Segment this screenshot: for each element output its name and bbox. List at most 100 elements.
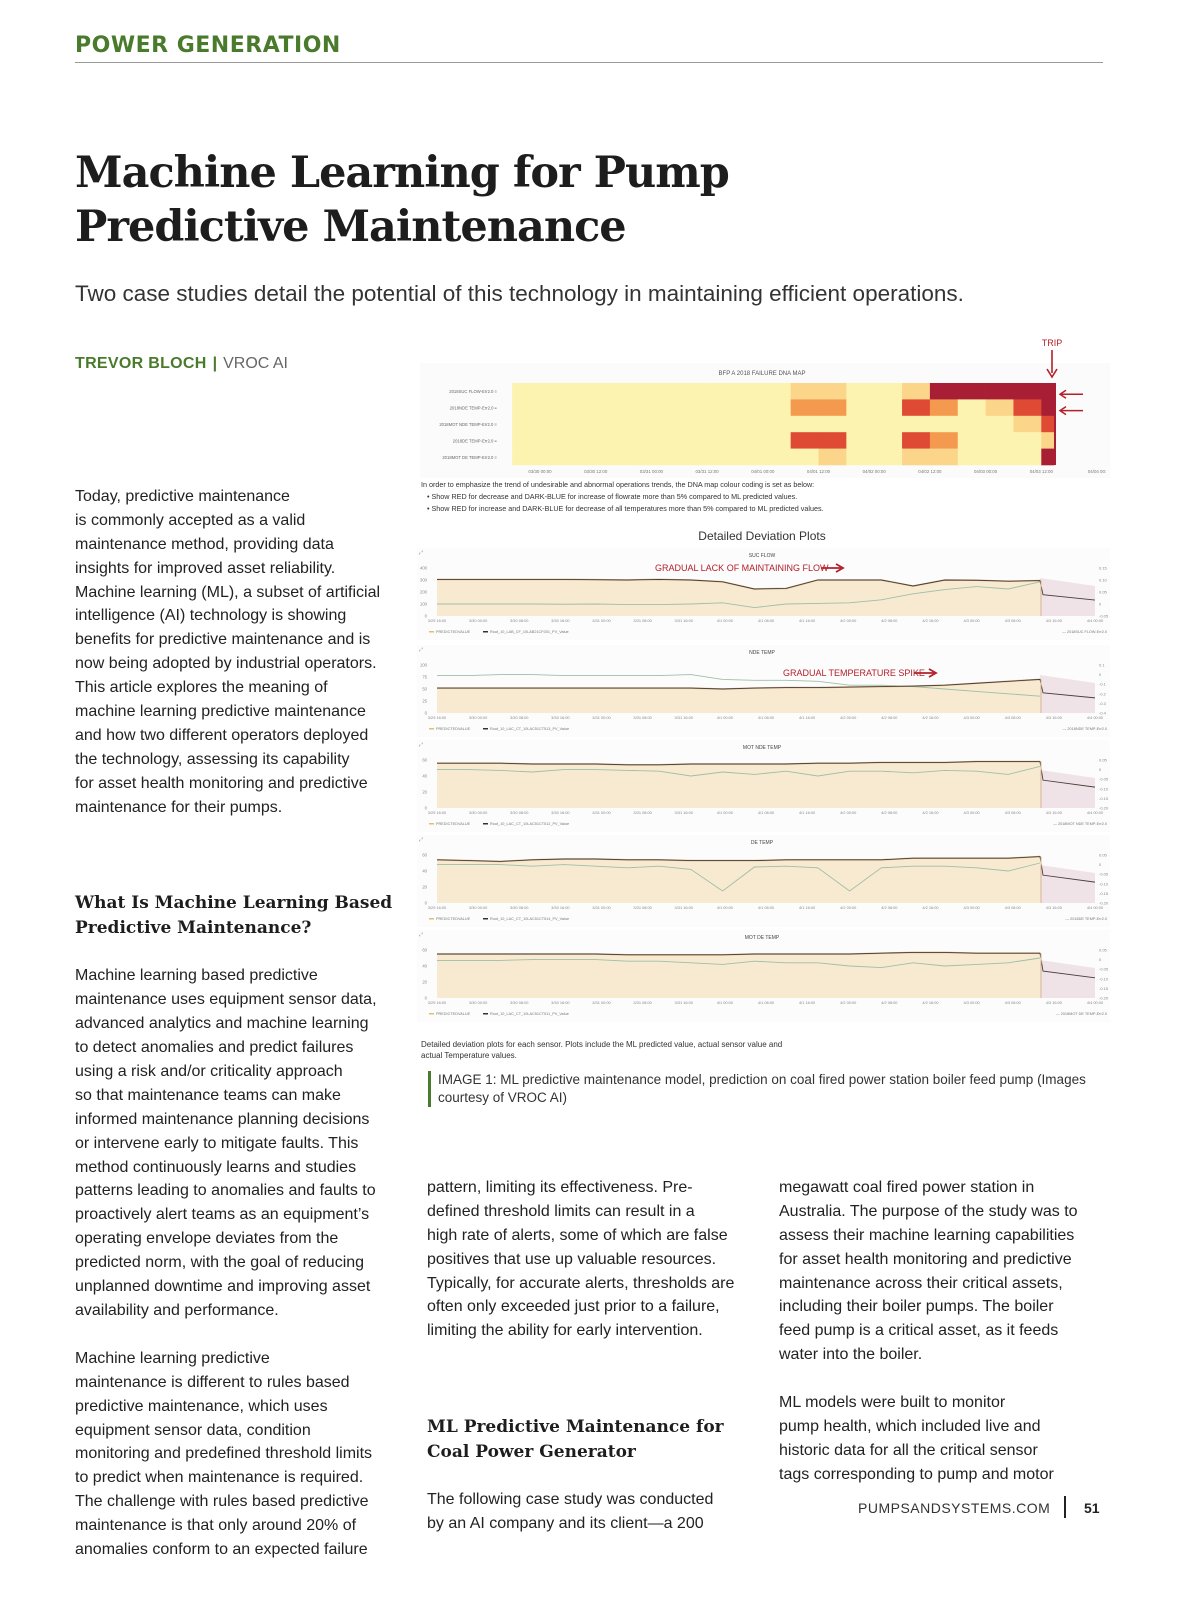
dna-cell (985, 399, 1014, 417)
x-tick: 4/3 16:00 (1046, 618, 1063, 623)
y-tick: 60 (422, 853, 427, 858)
dna-cell (512, 448, 541, 466)
dna-cell (651, 383, 680, 400)
deviation-plots-title: Detailed Deviation Plots (698, 529, 825, 543)
x-tick: 3/30 08:00 (510, 905, 529, 910)
y-tick: 40 (422, 869, 427, 874)
dna-cell (818, 399, 847, 417)
y-tick: 400 (420, 566, 428, 571)
y-tick: 20 (422, 790, 427, 795)
x-tick: 4/2 00:00 (840, 810, 857, 815)
deviation-plot-de-temp: DE TEMP ⤢ 60 40 20 0 0.05 0 -0.05 -0.10 -0.15 -0.20… (417, 835, 1110, 927)
legend-error: — 2018SUC FLOW-Err2.0 (1062, 630, 1107, 634)
dna-cell (846, 432, 875, 449)
x-tick: 3/30 08:00 (510, 810, 529, 815)
dna-row-label: 2018NDE TEMP-Err2.0 ≡ (450, 406, 498, 411)
x-tick: 4/3 08:00 (1005, 810, 1022, 815)
y-tick: 40 (422, 964, 427, 969)
x-tick: 3/29 16:00 (428, 1000, 447, 1005)
dna-cell (902, 415, 931, 433)
dna-cell (790, 399, 819, 417)
dna-cell (1013, 383, 1042, 400)
dna-cell (902, 399, 931, 417)
dna-cell (929, 448, 959, 466)
legend-error: — 2018MOT DE TEMP-Err2.0 (1056, 1012, 1107, 1016)
paragraph: Machine learning predictive maintenance … (75, 1349, 373, 1559)
right-y-tick: 0.05 (1099, 948, 1108, 953)
section-heading: What Is Machine Learning Based Predictiv… (75, 893, 393, 938)
x-tick: 4/1 00:00 (717, 810, 734, 815)
predicted-area (437, 856, 1040, 903)
error-area (1040, 770, 1095, 808)
dna-x-tick: 04/01 00:00 (751, 469, 775, 474)
dna-cell (818, 432, 847, 449)
x-tick: 4/1 08:00 (758, 618, 775, 623)
dna-cell (651, 415, 680, 433)
dna-heatmap (512, 383, 1083, 466)
expand-icon[interactable]: ⤢ (419, 932, 423, 938)
dna-cell (679, 432, 708, 449)
dna-note-bullet: • Show RED for decrease and DARK-BLUE fo… (427, 492, 797, 501)
dna-cell (762, 448, 791, 466)
trip-marker (1054, 383, 1056, 465)
x-tick: 3/30 00:00 (469, 810, 488, 815)
x-tick: 4/2 00:00 (840, 618, 857, 623)
dna-cell (985, 448, 1014, 466)
x-tick: 4/3 00:00 (964, 715, 981, 720)
dna-cell (874, 448, 903, 466)
y-tick: 200 (420, 590, 428, 595)
dna-cell (540, 415, 569, 433)
arrow-right-icon (821, 563, 845, 573)
x-tick: 3/31 00:00 (592, 715, 611, 720)
dna-cell (567, 432, 596, 449)
expand-icon[interactable]: ⤢ (419, 742, 423, 748)
dna-cell (734, 399, 764, 417)
x-tick: 4/1 08:00 (758, 905, 775, 910)
dna-cell (846, 399, 875, 417)
x-tick: 4/2 16:00 (922, 1000, 939, 1005)
dna-cell (540, 399, 569, 417)
x-tick: 4/1 00:00 (717, 905, 734, 910)
dna-cell (567, 415, 596, 433)
legend-error: — 2018MOT NDE TEMP-Err2.0 (1053, 822, 1107, 826)
figure-dna-map-and-deviation-plots: BFP A 2018 FAILURE DNA MAP TRIP 2018SUC … (417, 338, 1110, 1060)
dna-cell (567, 383, 596, 400)
page-number: 51 (1084, 1500, 1100, 1516)
dna-cell (734, 448, 764, 466)
paragraph: pattern, limiting its effectiveness. Pre… (427, 1178, 735, 1340)
dna-cell (1041, 383, 1055, 400)
x-tick: 4/1 08:00 (758, 1000, 775, 1005)
right-y-tick: -0.05 (1099, 967, 1109, 972)
plot-title: NDE TEMP (749, 650, 775, 656)
dna-x-tick: 03/31 00:00 (640, 469, 664, 474)
dna-cell (679, 399, 708, 417)
x-tick: 4/2 00:00 (840, 715, 857, 720)
dna-cell (874, 432, 903, 449)
dna-cell (790, 383, 819, 400)
dna-cell (902, 383, 931, 400)
x-tick: 3/30 16:00 (551, 618, 570, 623)
y-tick: 300 (420, 578, 428, 583)
expand-icon[interactable]: ⤢ (419, 837, 423, 843)
right-y-tick: -0.15 (1099, 891, 1109, 896)
y-tick: 20 (422, 885, 427, 890)
header-divider (75, 62, 1103, 63)
expand-icon[interactable]: ⤢ (419, 647, 423, 653)
expand-icon[interactable]: ⤢ (419, 550, 423, 556)
dna-cell (1041, 448, 1055, 466)
dna-cell (707, 383, 736, 400)
x-tick: 3/31 16:00 (675, 905, 694, 910)
right-y-tick: -0.10 (1099, 881, 1109, 886)
right-y-tick: -0.20 (1099, 901, 1109, 906)
dna-cell (818, 448, 847, 466)
dna-cell (595, 448, 624, 466)
column-2: pattern, limiting its effectiveness. Pre… (427, 1152, 762, 1560)
x-tick: 4/2 08:00 (881, 618, 898, 623)
x-tick: 4/2 16:00 (922, 905, 939, 910)
y-tick: 100 (420, 663, 428, 668)
dna-cell (985, 415, 1014, 433)
x-tick: 3/31 08:00 (633, 905, 652, 910)
dna-cell (512, 399, 541, 417)
predicted-area (437, 952, 1040, 998)
author-name: TREVOR BLOCH (75, 355, 207, 372)
